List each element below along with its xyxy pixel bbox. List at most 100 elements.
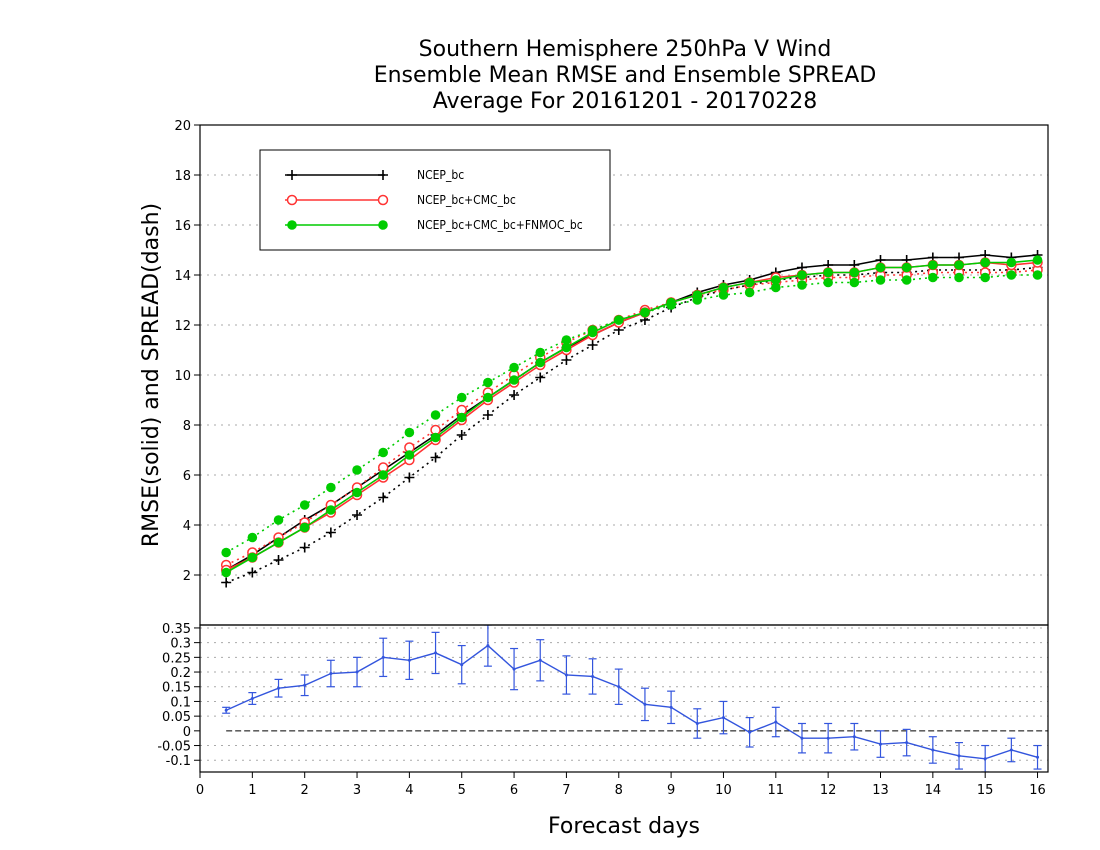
rmse-point-ncep-bc-cmc-bc-fnmoc-bc (666, 297, 676, 308)
difference-point (460, 663, 464, 667)
spread-point-ncep-bc-cmc-bc-fnmoc-bc (771, 282, 781, 293)
rmse-point-ncep-bc-cmc-bc-fnmoc-bc (247, 552, 258, 563)
difference-point (1009, 748, 1013, 752)
spread-point-ncep-bc-cmc-bc-fnmoc-bc (430, 410, 441, 420)
spread-point-ncep-bc (273, 555, 284, 565)
difference-point (695, 721, 699, 725)
rmse-point-ncep-bc-cmc-bc-fnmoc-bc (587, 327, 598, 338)
lower-y-tick-label: 0.1 (170, 695, 191, 710)
difference-point (617, 685, 621, 689)
lower-y-tick-label: 0.25 (162, 651, 191, 666)
difference-point (512, 667, 516, 671)
difference-point (329, 672, 333, 676)
rmse-point-ncep-bc-cmc-bc-fnmoc-bc (1032, 255, 1043, 265)
difference-point (721, 716, 725, 720)
spread-point-ncep-bc-cmc-bc-fnmoc-bc (456, 392, 467, 403)
legend-marker (287, 170, 297, 180)
rmse-point-ncep-bc-cmc-bc-fnmoc-bc (901, 262, 912, 273)
spread-point-ncep-bc (247, 567, 258, 578)
spread-point-ncep-bc-cmc-bc-fnmoc-bc (797, 280, 807, 290)
difference-point (905, 741, 909, 745)
x-tick-label: 7 (562, 783, 570, 798)
spread-point-ncep-bc-cmc-bc-fnmoc-bc (849, 277, 860, 288)
spread-point-ncep-bc (325, 527, 336, 538)
spread-point-ncep-bc-cmc-bc-fnmoc-bc (483, 377, 493, 388)
upper-y-tick-label: 14 (174, 269, 191, 284)
difference-point (486, 644, 490, 648)
rmse-point-ncep-bc-cmc-bc-fnmoc-bc (378, 470, 389, 480)
lower-y-tick-label: 0.2 (170, 666, 191, 681)
lower-y-tick-label: -0.1 (166, 754, 191, 769)
spread-point-ncep-bc (561, 355, 572, 365)
legend-label: NCEP_bc+CMC_bc+FNMOC_bc (417, 218, 583, 232)
x-tick-label: 12 (820, 783, 837, 798)
rmse-point-ncep-bc-cmc-bc-fnmoc-bc (221, 567, 231, 578)
x-tick-label: 14 (925, 783, 942, 798)
spread-point-ncep-bc-cmc-bc-fnmoc-bc (980, 272, 990, 283)
lower-y-tick-label: 0.15 (162, 681, 191, 696)
spread-point-ncep-bc-cmc-bc-fnmoc-bc (247, 532, 258, 543)
difference-point (591, 674, 595, 678)
rmse-line-ncep-bc-cmc-bc (225, 261, 1038, 571)
upper-y-tick-label: 6 (183, 469, 191, 484)
lower-y-tick-label: 0.05 (162, 710, 191, 725)
rmse-point-ncep-bc-cmc-bc-fnmoc-bc (509, 375, 519, 385)
spread-point-ncep-bc-cmc-bc-fnmoc-bc (744, 287, 755, 298)
rmse-point-ncep-bc-cmc-bc-fnmoc-bc (299, 522, 310, 533)
upper-y-tick-label: 16 (174, 219, 191, 234)
rmse-point-ncep-bc-cmc-bc-fnmoc-bc (928, 260, 938, 270)
difference-point (669, 705, 673, 709)
rmse-point-ncep-bc-cmc-bc-fnmoc-bc (954, 260, 964, 270)
chart-title-line-1: Southern Hemisphere 250hPa V Wind (418, 37, 832, 62)
y-axis-title: RMSE(solid) and SPREAD(dash) (139, 203, 164, 547)
difference-point (538, 658, 542, 662)
spread-point-ncep-bc (456, 430, 467, 440)
legend-marker (378, 170, 388, 180)
rmse-point-ncep-bc-cmc-bc-fnmoc-bc (404, 450, 415, 460)
legend-label: NCEP_bc+CMC_bc (417, 193, 516, 207)
x-tick-label: 0 (196, 783, 204, 798)
spread-point-ncep-bc (587, 340, 598, 350)
lower-y-tick-label: 0 (183, 725, 191, 740)
x-tick-label: 2 (301, 783, 309, 798)
difference-point (277, 686, 281, 690)
spread-point-ncep-bc (509, 390, 520, 400)
spread-point-ncep-bc-cmc-bc-fnmoc-bc (299, 500, 310, 510)
difference-point (564, 673, 568, 677)
difference-point (1036, 755, 1040, 759)
rmse-line-ncep-bc-cmc-bc-fnmoc-bc (225, 259, 1038, 574)
spread-point-ncep-bc-cmc-bc-fnmoc-bc (928, 272, 938, 283)
difference-point (800, 736, 804, 740)
spread-point-ncep-bc (221, 577, 232, 588)
spread-point-ncep-bc-cmc-bc-fnmoc-bc (352, 465, 362, 475)
rmse-point-ncep-bc-cmc-bc-fnmoc-bc (640, 307, 650, 318)
spread-point-ncep-bc-cmc-bc-fnmoc-bc (954, 272, 964, 283)
x-tick-label: 10 (715, 783, 732, 798)
spread-point-ncep-bc-cmc-bc-fnmoc-bc (221, 547, 231, 558)
rmse-point-ncep-bc-cmc-bc-fnmoc-bc (718, 282, 729, 293)
difference-line (225, 644, 1038, 760)
x-tick-label: 1 (248, 783, 256, 798)
legend-marker (286, 194, 298, 206)
rmse-point-ncep-bc-cmc-bc-fnmoc-bc (692, 290, 703, 300)
spread-point-ncep-bc-cmc-bc-fnmoc-bc (404, 427, 415, 438)
spread-point-ncep-bc-cmc-bc-fnmoc-bc (273, 515, 284, 525)
rmse-point-ncep-bc-cmc-bc-fnmoc-bc (744, 277, 755, 288)
difference-point (224, 708, 228, 712)
x-tick-label: 15 (977, 783, 994, 798)
rmse-point-ncep-bc-cmc-bc-fnmoc-bc (849, 267, 860, 278)
spread-point-ncep-bc (535, 372, 546, 383)
legend-label: NCEP_bc (417, 168, 464, 182)
spread-point-ncep-bc-cmc-bc-fnmoc-bc (823, 277, 833, 288)
spread-point-ncep-bc (404, 472, 415, 483)
spread-point-ncep-bc-cmc-bc-fnmoc-bc (326, 482, 336, 493)
x-tick-label: 3 (353, 783, 361, 798)
difference-point (643, 702, 647, 706)
difference-point (983, 757, 987, 761)
rmse-point-ncep-bc-cmc-bc-fnmoc-bc (561, 342, 572, 353)
difference-point (931, 748, 935, 752)
difference-point (434, 651, 438, 655)
difference-point (774, 720, 778, 724)
difference-point (303, 683, 307, 687)
